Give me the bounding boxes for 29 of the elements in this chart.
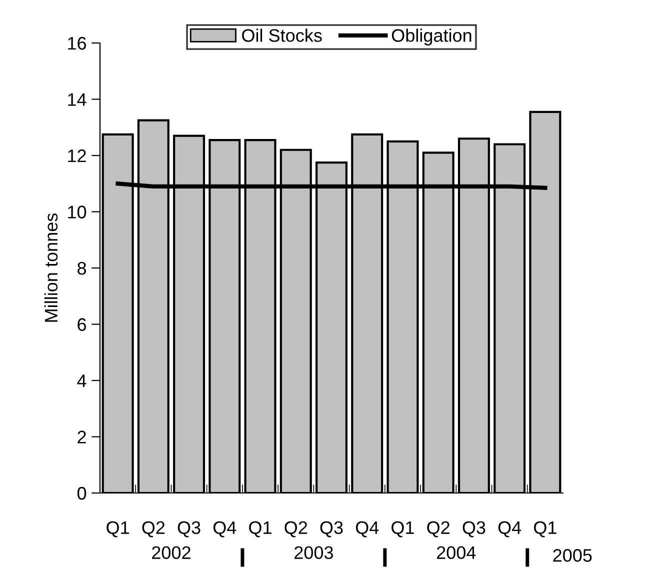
y-tick-label: 6 xyxy=(78,318,86,331)
text: 2003 xyxy=(294,546,333,560)
x-tick-label: Q1 xyxy=(534,521,556,538)
x-tick-label: Q1 xyxy=(106,521,129,538)
y-tick-label: 12 xyxy=(68,149,86,162)
y-tick-label: 16 xyxy=(68,36,86,50)
x-tick-label: Q3 xyxy=(178,521,200,538)
y-tick-label: 14 xyxy=(68,93,86,106)
x-tick-label: Q2 xyxy=(142,521,165,538)
text: 2002 xyxy=(152,546,190,560)
legend-label: Obligation xyxy=(392,28,472,46)
x-tick-label: Q2 xyxy=(284,521,308,538)
x-tick-label: Q1 xyxy=(392,521,414,538)
y-tick-label: 10 xyxy=(68,206,86,218)
x-tick-label: Q3 xyxy=(320,521,343,538)
y-tick-label: 4 xyxy=(77,374,86,388)
x-tick-label: Q4 xyxy=(498,521,522,538)
y-tick-label: 8 xyxy=(78,262,86,275)
x-tick-label: Q3 xyxy=(462,521,486,538)
x-tick-label: Q1 xyxy=(249,521,272,538)
y-tick-label: 0 xyxy=(77,486,86,500)
text: 2004 xyxy=(436,546,476,560)
text: 2005 xyxy=(553,549,592,562)
legend-label: Oil Stocks xyxy=(242,28,322,42)
x-tick-label: Q4 xyxy=(356,521,379,538)
y-axis-title: Million tonnes xyxy=(44,213,58,322)
x-tick-label: Q4 xyxy=(213,521,236,538)
x-tick-label: Q2 xyxy=(427,521,450,538)
y-tick-label: 2 xyxy=(78,430,86,444)
